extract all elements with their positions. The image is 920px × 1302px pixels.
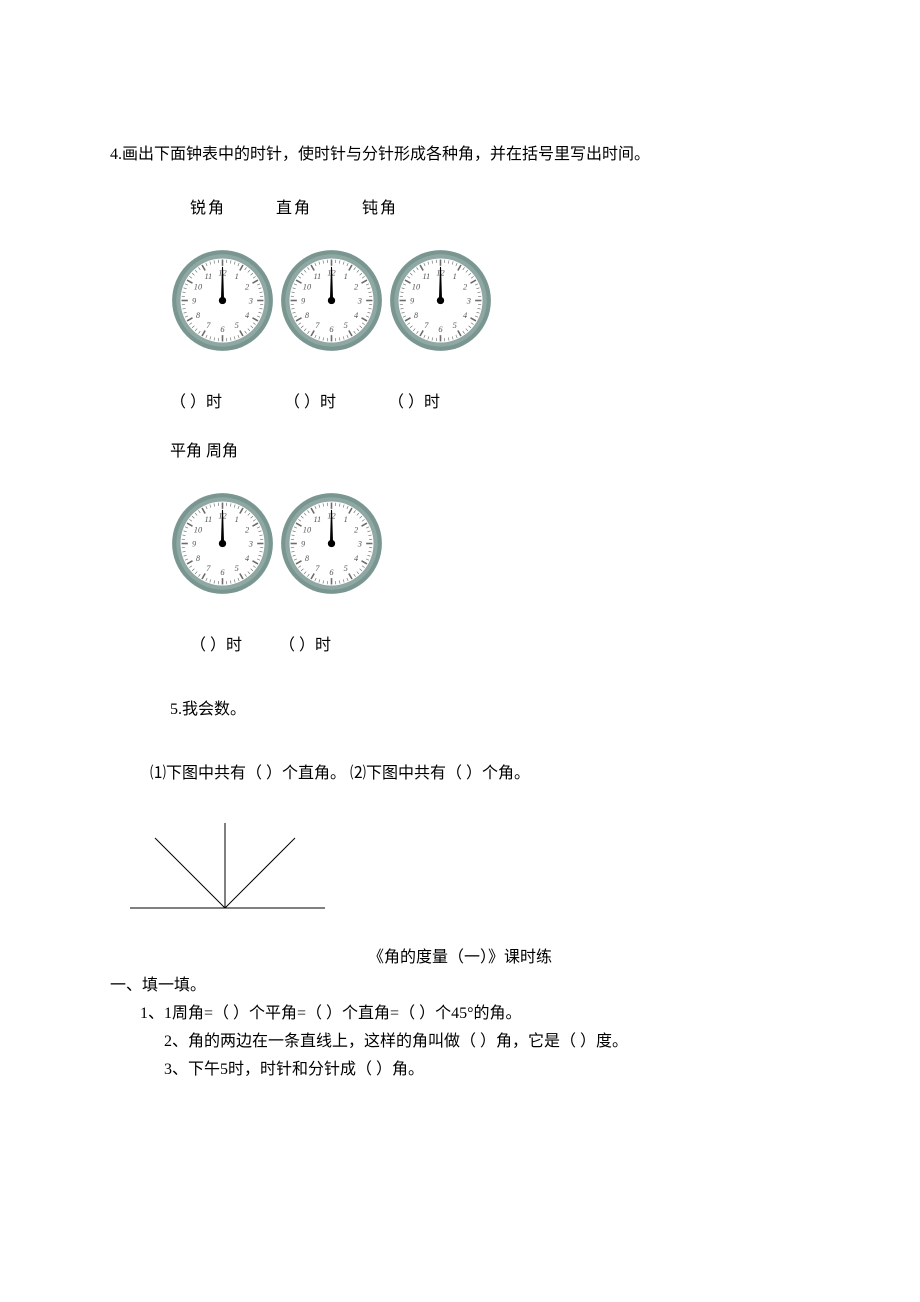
section2-heading: 一、填一填。 — [110, 971, 810, 995]
clock-flat: 123456789101112 — [170, 491, 275, 601]
q4-prompt: 4.画出下面钟表中的时针，使时针与分针形成各种角，并在括号里写出时间。 — [110, 140, 810, 164]
section2-title: 《角的度量（一）》课时练 — [110, 943, 810, 967]
time-blank-3: （ ）时 — [388, 388, 440, 412]
clock-row-2: 123456789101112 123456789101112 — [110, 491, 810, 601]
svg-text:10: 10 — [194, 525, 203, 534]
svg-text:10: 10 — [412, 282, 421, 291]
svg-text:4: 4 — [354, 311, 358, 320]
svg-text:11: 11 — [204, 272, 212, 281]
svg-text:3: 3 — [357, 297, 362, 306]
q5-number: 5. — [170, 701, 182, 718]
svg-text:2: 2 — [354, 525, 358, 534]
svg-text:4: 4 — [354, 554, 358, 563]
time-row-2: （ ）时 （ ）时 — [110, 631, 810, 655]
angle-type-labels: 锐角 直角 钝角 — [110, 194, 810, 218]
clock-row-1: 123456789101112 123456789101112 12345678… — [110, 248, 810, 358]
time-row-1: （ ）时 （ ）时 （ ）时 — [110, 388, 810, 412]
time-blank-4: （ ）时 — [190, 631, 275, 655]
q4-text: 画出下面钟表中的时针，使时针与分针形成各种角，并在括号里写出时间。 — [122, 146, 650, 163]
fill-item-3: 3、下午5时，时针和分针成（ ）角。 — [110, 1055, 810, 1079]
svg-text:4: 4 — [245, 554, 249, 563]
svg-text:5: 5 — [344, 321, 348, 330]
svg-text:1: 1 — [453, 272, 457, 281]
svg-text:10: 10 — [194, 282, 203, 291]
label-obtuse: 钝角 — [362, 194, 398, 218]
label-flat-full: 平角 周角 — [110, 437, 810, 461]
svg-text:5: 5 — [344, 564, 348, 573]
svg-text:10: 10 — [303, 282, 312, 291]
clock-obtuse: 123456789101112 — [388, 248, 493, 358]
svg-text:5: 5 — [453, 321, 457, 330]
svg-text:2: 2 — [354, 282, 358, 291]
clock-acute: 123456789101112 — [170, 248, 275, 358]
fill-item-1: 1、1周角=（ ）个平角=（ ）个直角=（ ）个45°的角。 — [110, 999, 810, 1023]
svg-text:1: 1 — [235, 272, 239, 281]
svg-text:11: 11 — [422, 272, 430, 281]
clock-right: 123456789101112 — [279, 248, 384, 358]
time-blank-5: （ ）时 — [279, 631, 331, 655]
time-blank-1: （ ）时 — [170, 388, 280, 412]
svg-text:3: 3 — [357, 540, 362, 549]
label-right: 直角 — [276, 194, 356, 218]
q4-number: 4. — [110, 146, 122, 163]
q5-sub1: ⑴下图中共有（ ）个直角。 — [150, 765, 346, 782]
svg-text:1: 1 — [344, 515, 348, 524]
q5-text: 我会数。 — [182, 701, 246, 718]
time-blank-2: （ ）时 — [284, 388, 384, 412]
svg-text:11: 11 — [313, 272, 321, 281]
svg-text:3: 3 — [248, 297, 253, 306]
svg-text:2: 2 — [463, 282, 467, 291]
angle-diagram — [110, 818, 810, 923]
svg-text:3: 3 — [466, 297, 471, 306]
svg-text:3: 3 — [248, 540, 253, 549]
svg-text:10: 10 — [303, 525, 312, 534]
svg-text:2: 2 — [245, 282, 249, 291]
fill-item-2: 2、角的两边在一条直线上，这样的角叫做（ ）角，它是（ ）度。 — [110, 1027, 810, 1051]
svg-text:5: 5 — [235, 321, 239, 330]
svg-text:4: 4 — [245, 311, 249, 320]
svg-text:5: 5 — [235, 564, 239, 573]
svg-text:2: 2 — [245, 525, 249, 534]
svg-text:1: 1 — [235, 515, 239, 524]
clock-full: 123456789101112 — [279, 491, 384, 601]
label-acute: 锐角 — [190, 194, 270, 218]
q5-subquestions: ⑴下图中共有（ ）个直角。 ⑵下图中共有（ ）个角。 — [110, 759, 810, 783]
svg-text:11: 11 — [313, 515, 321, 524]
svg-text:11: 11 — [204, 515, 212, 524]
q5-prompt: 5.我会数。 — [110, 695, 810, 719]
q5-sub2: ⑵下图中共有（ ）个角。 — [350, 765, 530, 782]
svg-text:4: 4 — [463, 311, 467, 320]
svg-text:1: 1 — [344, 272, 348, 281]
